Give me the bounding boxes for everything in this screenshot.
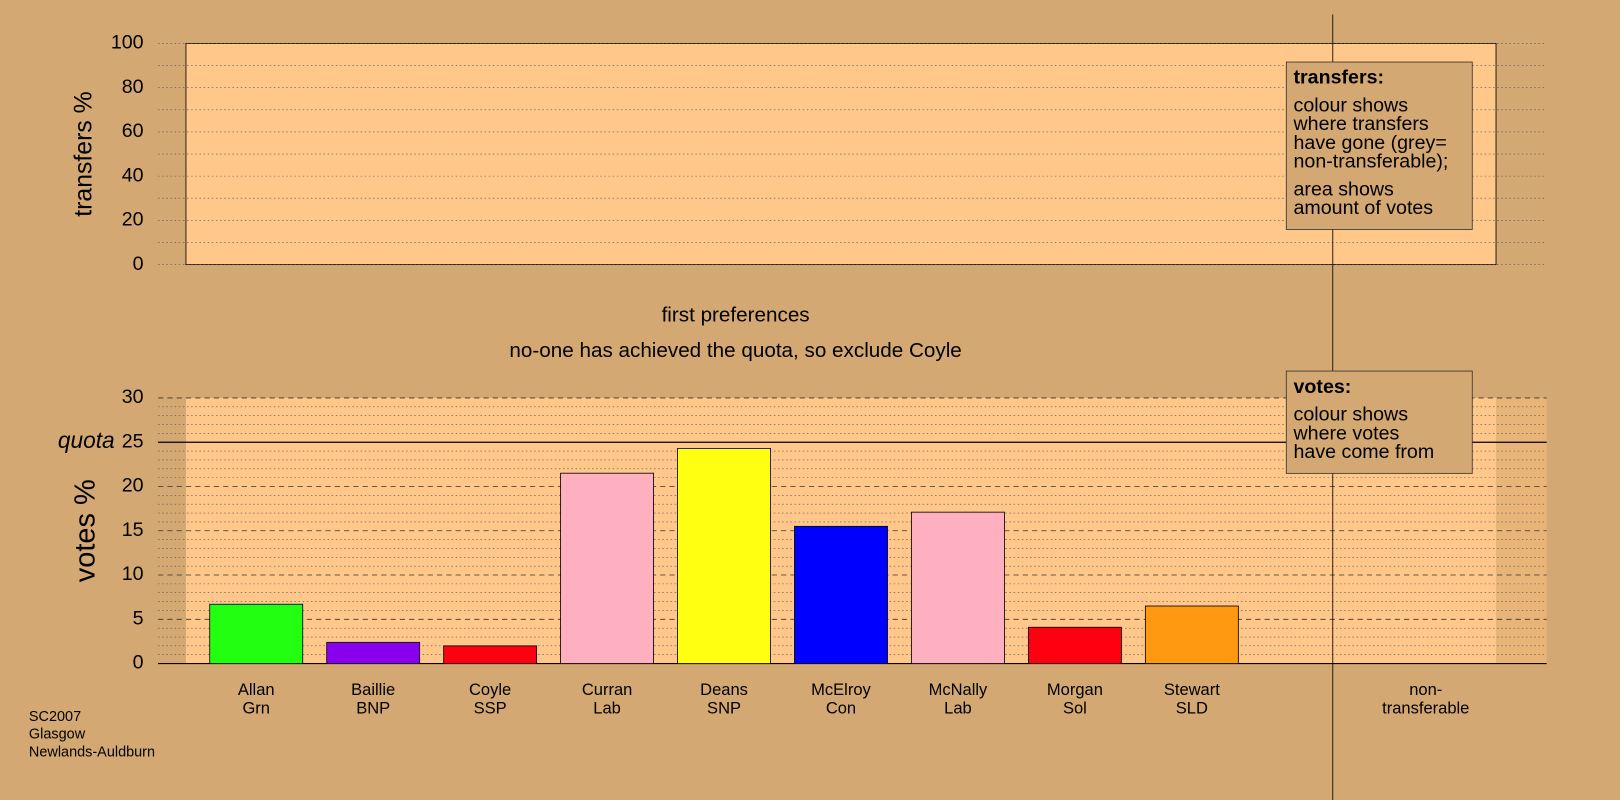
x-tick-label: SNP — [707, 698, 741, 717]
legend-text: non-transferable); — [1294, 150, 1449, 172]
x-tick-label: Deans — [700, 680, 748, 699]
y-tick-label: 0 — [133, 253, 144, 275]
x-tick-label: Sol — [1063, 698, 1087, 717]
bar — [677, 447, 771, 664]
x-tick-label: Allan — [238, 680, 275, 699]
bar — [1027, 626, 1122, 664]
x-tick-label: Con — [826, 698, 856, 717]
y-axis-label: votes % — [69, 479, 101, 582]
bar — [209, 603, 304, 664]
x-tick-label: transferable — [1382, 698, 1469, 717]
quota-label: quota — [58, 427, 115, 453]
x-tick-label: SSP — [474, 698, 507, 717]
y-tick-label: 30 — [122, 386, 144, 408]
bar — [1144, 605, 1239, 664]
y-tick-label: 40 — [122, 164, 144, 186]
legend-title: transfers: — [1294, 67, 1385, 89]
chart-subtitle: no-one has achieved the quota, so exclud… — [509, 339, 961, 362]
legend-text: where votes — [1293, 422, 1400, 444]
y-tick-label: 20 — [122, 475, 144, 497]
y-tick-label: 100 — [111, 32, 144, 54]
x-tick-label: Lab — [593, 698, 621, 717]
y-tick-label: 20 — [122, 209, 144, 231]
bar — [911, 511, 1005, 664]
legend-box — [1285, 370, 1473, 474]
y-tick-label: 60 — [122, 120, 144, 142]
x-tick-label: Stewart — [1164, 680, 1220, 699]
chart-title: first preferences — [662, 304, 810, 327]
legend-text: have come from — [1294, 441, 1435, 463]
x-tick-label: Baillie — [351, 680, 395, 699]
x-tick-label: Lab — [944, 698, 972, 717]
x-tick-label: McNally — [929, 680, 988, 699]
x-tick-label: Morgan — [1047, 680, 1103, 699]
bar — [794, 525, 888, 664]
legend-title: votes: — [1294, 376, 1352, 398]
legend-text: colour shows — [1294, 95, 1409, 117]
legend-text: colour shows — [1294, 404, 1409, 426]
x-tick-label: non- — [1409, 680, 1442, 699]
bar — [326, 641, 421, 664]
legend-text: have gone (grey= — [1294, 132, 1447, 154]
y-axis-label: transfers % — [70, 91, 97, 216]
x-tick-label: McElroy — [811, 680, 871, 699]
bar — [443, 645, 538, 664]
y-tick-label: 25 — [122, 430, 144, 452]
bar — [560, 472, 654, 664]
x-tick-label: SLD — [1176, 698, 1208, 717]
footer-text: Glasgow — [29, 727, 86, 743]
x-tick-label: Curran — [582, 680, 632, 699]
y-tick-label: 5 — [133, 607, 144, 629]
x-tick-label: Coyle — [469, 680, 511, 699]
legend-text: where transfers — [1293, 113, 1429, 135]
x-tick-label: BNP — [356, 698, 390, 717]
legend-box — [1285, 61, 1473, 230]
footer-text: Newlands-Auldburn — [29, 744, 155, 760]
y-tick-label: 10 — [122, 563, 144, 585]
y-tick-label: 80 — [122, 76, 144, 98]
y-tick-label: 15 — [122, 519, 144, 541]
x-tick-label: Grn — [242, 698, 270, 717]
y-tick-label: 0 — [133, 652, 144, 674]
footer-text: SC2007 — [29, 709, 81, 725]
legend-text: area shows — [1294, 178, 1395, 200]
legend-text: amount of votes — [1294, 197, 1434, 219]
